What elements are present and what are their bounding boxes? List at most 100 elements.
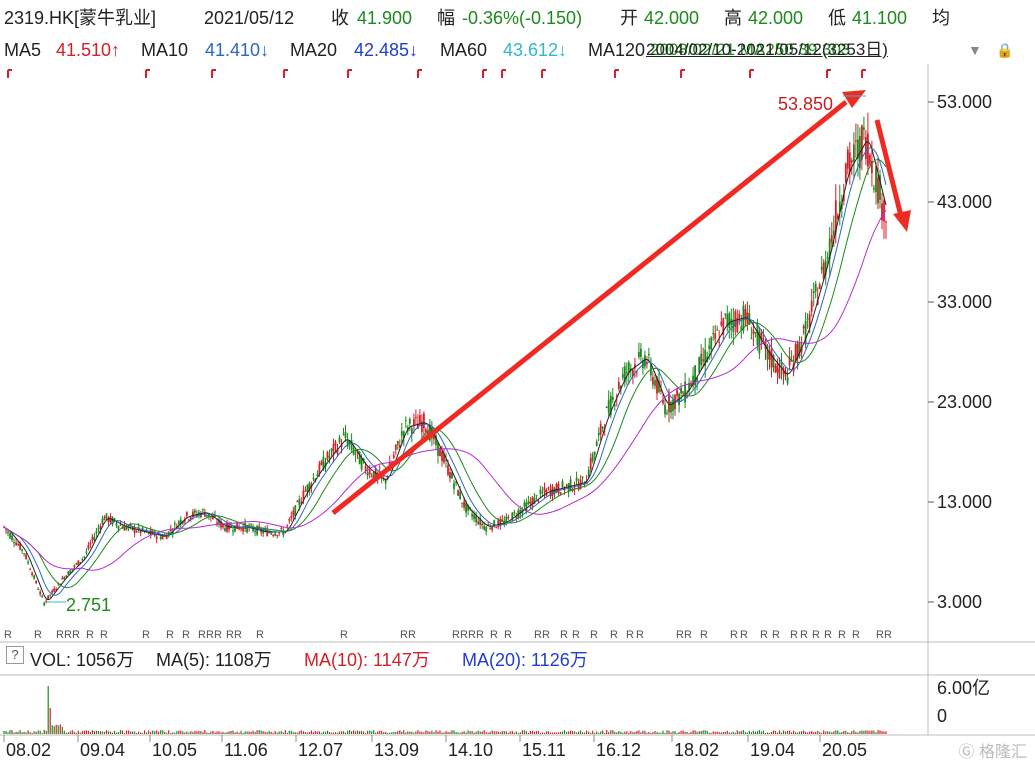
dividend-flag-icon[interactable] — [826, 69, 831, 78]
dividend-flag-icon[interactable] — [482, 69, 487, 78]
rights-marker[interactable]: R — [824, 629, 832, 641]
volume-bar — [340, 731, 343, 734]
volume-bar — [344, 732, 347, 734]
rights-marker[interactable]: R — [206, 629, 214, 641]
rights-marker[interactable]: R — [852, 629, 860, 641]
rights-marker[interactable]: R — [560, 629, 568, 641]
dividend-flag-icon[interactable] — [861, 69, 866, 78]
rights-marker[interactable]: R — [800, 629, 808, 641]
volume-bar — [216, 731, 218, 734]
volume-bar — [353, 730, 355, 734]
volume-bar — [342, 731, 345, 734]
rights-marker[interactable]: R — [86, 629, 94, 641]
rights-marker[interactable]: R — [534, 629, 542, 641]
rights-marker[interactable]: R — [876, 629, 884, 641]
rights-marker[interactable]: R — [4, 629, 12, 641]
dropdown-triangle-icon[interactable]: ▼ — [968, 42, 982, 58]
candle-body — [545, 489, 548, 496]
candle-body — [358, 451, 361, 465]
rights-marker[interactable]: R — [214, 629, 222, 641]
dividend-flag-icon[interactable] — [749, 69, 754, 78]
lock-icon[interactable]: 🔒 — [996, 42, 1014, 58]
rights-marker[interactable]: R — [590, 629, 598, 641]
rights-marker[interactable]: R — [730, 629, 738, 641]
rights-marker[interactable]: R — [772, 629, 780, 641]
rights-marker[interactable]: R — [740, 629, 748, 641]
candle-body — [559, 492, 562, 495]
dividend-flag-icon[interactable] — [211, 69, 216, 78]
rights-marker[interactable]: R — [572, 629, 580, 641]
rights-marker[interactable]: R — [542, 629, 550, 641]
candle-body — [196, 514, 198, 517]
volume-bar — [284, 730, 286, 734]
dividend-flag-icon[interactable] — [614, 69, 619, 78]
rights-marker[interactable]: R — [460, 629, 468, 641]
volume-bar — [610, 730, 612, 734]
volume-bar — [578, 731, 580, 734]
rights-marker[interactable]: R — [256, 629, 264, 641]
volume-bar — [463, 731, 465, 734]
volume-bar — [367, 730, 369, 734]
rights-marker[interactable]: R — [490, 629, 498, 641]
rights-marker[interactable]: R — [452, 629, 460, 641]
rights-marker[interactable]: R — [166, 629, 174, 641]
rights-marker[interactable]: R — [504, 629, 512, 641]
ma-legend: MA5 41.510↑ MA10 41.410↓ MA20 42.485↓ MA… — [0, 38, 1035, 62]
volume-bar — [475, 731, 477, 734]
rights-marker[interactable]: R — [884, 629, 892, 641]
volume-bar — [445, 731, 447, 734]
rights-marker[interactable]: R — [636, 629, 644, 641]
rights-marker[interactable]: R — [100, 629, 108, 641]
candle-body — [722, 318, 725, 335]
volume-bar — [266, 732, 268, 734]
rights-marker[interactable]: R — [198, 629, 206, 641]
rights-marker[interactable]: R — [812, 629, 820, 641]
rights-marker[interactable]: R — [626, 629, 634, 641]
rights-marker[interactable]: R — [234, 629, 242, 641]
rights-marker[interactable]: R — [790, 629, 798, 641]
rights-marker[interactable]: R — [838, 629, 846, 641]
rights-marker[interactable]: R — [142, 629, 150, 641]
rights-marker[interactable]: R — [408, 629, 416, 641]
candle-body — [141, 527, 144, 531]
candle-body — [698, 357, 701, 373]
candle-body — [838, 201, 841, 212]
dividend-flag-icon[interactable] — [541, 69, 546, 78]
dividend-flag-icon[interactable] — [145, 69, 150, 78]
rights-marker[interactable]: R — [610, 629, 618, 641]
rights-marker[interactable]: R — [684, 629, 692, 641]
dividend-flag-icon[interactable] — [283, 69, 288, 78]
dividend-flag-icon[interactable] — [501, 69, 506, 78]
candle-body — [850, 160, 853, 163]
rights-marker[interactable]: R — [182, 629, 190, 641]
y-tick-label: 43.000 — [937, 192, 992, 212]
rights-marker[interactable]: R — [676, 629, 684, 641]
dividend-flag-icon[interactable] — [7, 69, 12, 78]
volume-bar — [596, 731, 598, 734]
candle-body — [702, 359, 705, 362]
candle-body — [167, 531, 170, 537]
rights-marker[interactable]: R — [72, 629, 80, 641]
volume-bar — [477, 730, 479, 734]
rights-marker[interactable]: R — [476, 629, 484, 641]
rights-marker[interactable]: R — [400, 629, 408, 641]
date-range[interactable]: 2004/02/10-2021/05/12(3253日) — [646, 40, 888, 59]
volume-bar — [553, 732, 556, 734]
vol-ma10: MA(10): 1147万 — [304, 650, 430, 670]
rights-marker[interactable]: R — [340, 629, 348, 641]
volume-bar — [497, 731, 499, 734]
candle-body — [595, 441, 598, 447]
help-icon[interactable]: ? — [6, 646, 24, 664]
rights-marker[interactable]: R — [64, 629, 72, 641]
rights-marker[interactable]: R — [34, 629, 42, 641]
dividend-flag-icon[interactable] — [680, 69, 685, 78]
rights-marker[interactable]: R — [468, 629, 476, 641]
rights-marker[interactable]: R — [760, 629, 768, 641]
dividend-flag-icon[interactable] — [417, 69, 422, 78]
rights-marker[interactable]: R — [226, 629, 234, 641]
volume-bars — [3, 686, 887, 734]
dividend-flag-icon[interactable] — [347, 69, 352, 78]
volume-bar — [570, 730, 572, 734]
rights-marker[interactable]: R — [700, 629, 708, 641]
rights-marker[interactable]: R — [56, 629, 64, 641]
